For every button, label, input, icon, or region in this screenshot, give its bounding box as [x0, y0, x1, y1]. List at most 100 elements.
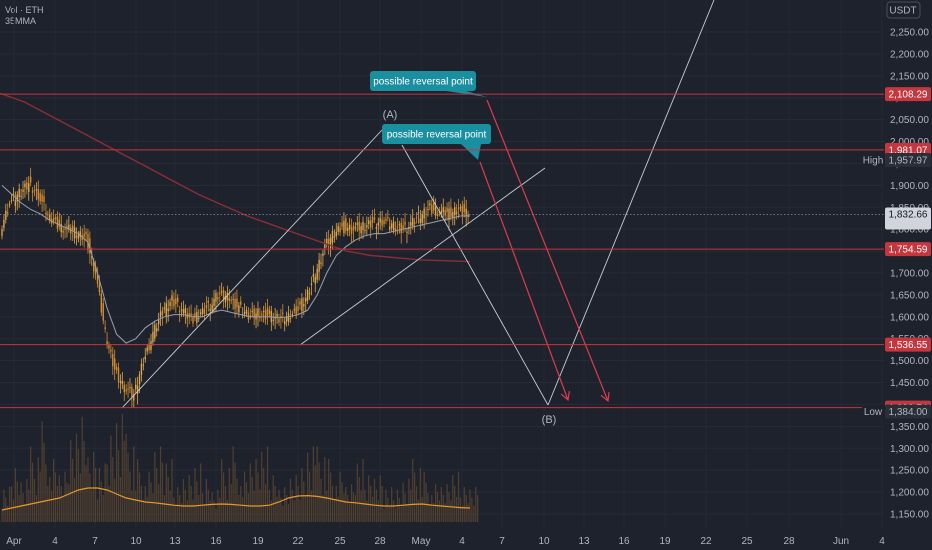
candle-body: [446, 207, 448, 213]
volume-bar: [410, 489, 412, 522]
volume-bar: [389, 505, 391, 522]
candle-body: [257, 308, 259, 316]
candle-body: [226, 292, 229, 301]
volume-bar: [335, 486, 337, 522]
volume-bar: [39, 471, 41, 522]
volume-bar: [62, 496, 64, 522]
volume-bar: [436, 492, 439, 522]
candle-body: [220, 291, 223, 293]
candle-body: [419, 218, 422, 224]
candle-body: [327, 238, 330, 245]
candle-body: [180, 309, 183, 311]
candle-body: [85, 231, 87, 235]
candle-body: [392, 221, 395, 231]
volume-bar: [331, 486, 334, 522]
candle-body: [379, 218, 381, 223]
volume-bar: [316, 446, 318, 522]
horizontal-levels: 2,108.291,981.071,754.591,536.551,392.74…: [0, 87, 931, 419]
candle-body: [362, 221, 364, 231]
candle-body: [431, 204, 433, 214]
volume-bar: [429, 504, 431, 522]
candles: [1, 167, 469, 408]
volume-bar: [438, 500, 441, 522]
candle-body: [73, 227, 76, 239]
candle-body: [33, 190, 36, 192]
y-tick-label: 1,900.00: [890, 181, 929, 192]
y-tick-label: 2,250.00: [890, 28, 929, 39]
volume-bar: [345, 486, 347, 522]
candle-body: [92, 261, 95, 272]
candle-body: [150, 340, 152, 351]
volume-bar: [343, 493, 345, 522]
volume-bar: [68, 484, 70, 522]
candle-body: [337, 226, 339, 232]
volume-bar: [320, 478, 322, 522]
candle-body: [368, 220, 370, 224]
volume-bar: [371, 496, 374, 522]
wave-line-down: [401, 144, 549, 406]
volume-bar: [278, 489, 280, 522]
callout-2-text: possible reversal point: [387, 130, 487, 141]
volume-bar: [104, 463, 106, 522]
x-tick-label: 16: [618, 536, 630, 547]
candle-body: [131, 386, 133, 397]
volume-bar: [207, 489, 209, 522]
volume-bar: [289, 478, 292, 522]
volume-bar: [138, 472, 141, 522]
volume-bar: [171, 459, 173, 522]
candle-body: [297, 306, 299, 311]
volume-bar: [205, 478, 207, 522]
volume-bar: [310, 490, 313, 522]
low-value-tag: [885, 404, 931, 419]
x-tick-label: Apr: [6, 536, 22, 547]
chart-legend: Vol · ETH 35MMA: [5, 5, 44, 27]
candle-body: [201, 308, 204, 314]
volume-bar: [159, 446, 162, 522]
x-tick-label: Jun: [833, 536, 849, 547]
candle-body: [314, 276, 316, 284]
volume-bar: [469, 489, 471, 522]
candle-body: [291, 314, 294, 316]
candle-body: [29, 176, 32, 183]
volume-bar: [339, 471, 341, 522]
candle-body: [125, 389, 127, 392]
x-tick-label: 13: [169, 536, 181, 547]
wave-anchor: [122, 345, 300, 408]
volume-bar: [427, 493, 429, 522]
candle-body: [123, 384, 125, 393]
chart-drawings: possible reversal point possible reversal…: [121, 0, 715, 426]
candle-body: [75, 236, 78, 238]
candle-body: [253, 308, 255, 319]
candle-body: [100, 293, 103, 313]
candle-body: [306, 290, 309, 301]
candle-body: [115, 366, 118, 371]
candle-body: [371, 216, 374, 223]
candle-body: [56, 216, 59, 229]
volume-bar: [96, 499, 99, 522]
volume-bar: [433, 503, 435, 522]
candle-body: [1, 229, 3, 236]
candle-body: [163, 307, 166, 310]
candle-body: [133, 394, 135, 401]
candle-body: [289, 318, 292, 320]
volume-bar: [423, 471, 425, 522]
current-price-label: 1,832.66: [889, 210, 928, 221]
candle-body: [14, 200, 17, 206]
candle-body: [219, 292, 221, 294]
volume-ma-line: [1, 487, 471, 511]
candle-body: [121, 380, 124, 384]
volume-bar: [265, 484, 267, 522]
candle-body: [188, 313, 190, 318]
candle-body: [152, 331, 154, 343]
volume-bar: [95, 468, 97, 522]
candle-body: [203, 309, 206, 315]
volume-bar: [249, 463, 251, 522]
candle-body: [249, 315, 252, 317]
candle-body: [148, 343, 150, 351]
volume-bar: [144, 486, 146, 522]
volume-bar: [358, 477, 360, 522]
volume-bar: [337, 496, 339, 522]
volume-bar: [421, 496, 423, 522]
candle-body: [343, 220, 345, 234]
